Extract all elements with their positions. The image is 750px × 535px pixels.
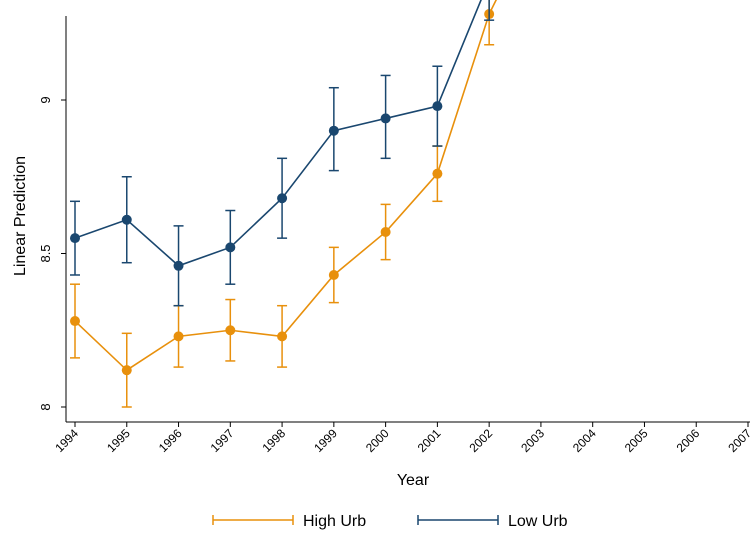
legend-label: Low Urb [508, 513, 568, 530]
series-layer [70, 0, 498, 408]
data-point [70, 316, 80, 327]
x-tick-label: 2001 [415, 426, 444, 455]
data-point [173, 331, 184, 342]
x-tick-label: 2002 [466, 426, 495, 455]
y-tick-label: 8 [38, 403, 53, 410]
data-point [380, 227, 391, 238]
x-tick-label: 1994 [52, 426, 81, 455]
series-high-urb [70, 0, 498, 408]
x-tick-label: 2003 [518, 426, 547, 455]
data-point [328, 269, 339, 280]
x-tick-label: 1997 [208, 426, 237, 455]
data-point [277, 193, 288, 204]
data-point [225, 242, 236, 253]
x-tick-label: 2007 [725, 426, 750, 455]
legend-item: Low Urb [417, 513, 568, 530]
data-point [380, 113, 391, 124]
legend: High Urb Low Urb [212, 513, 568, 530]
x-axis-ticks: 1994 1995 1996 1997 1998 1999 2000 2001 2002 2003… [52, 422, 750, 455]
y-tick-label: 9 [38, 96, 53, 103]
data-point [277, 331, 288, 342]
data-point [173, 260, 184, 271]
y-axis-ticks: 88.599.51010.5 [38, 96, 66, 411]
data-point [121, 365, 132, 376]
plot-area: 88.599.51010.5 1994199519961997199819992… [38, 0, 750, 455]
x-tick-label: 2000 [363, 426, 392, 455]
x-tick-label: 1996 [156, 426, 185, 455]
data-point [70, 233, 80, 244]
x-tick-label: 2005 [622, 426, 651, 455]
data-point [121, 214, 132, 225]
x-tick-label: 2004 [570, 426, 599, 455]
series-line [74, 0, 498, 372]
legend-item: High Urb [212, 513, 366, 530]
x-axis-label: Year [397, 472, 430, 489]
y-axis-label: Linear Prediction [12, 156, 29, 276]
data-point [225, 325, 236, 336]
series-low-urb [70, 0, 495, 307]
x-tick-label: 1998 [259, 426, 288, 455]
series-line [74, 0, 482, 267]
x-tick-label: 2006 [674, 426, 703, 455]
legend-label: High Urb [303, 513, 366, 530]
data-point [328, 125, 339, 136]
y-tick-label: 8.5 [38, 244, 53, 262]
data-point [432, 168, 443, 179]
data-point [432, 101, 443, 112]
x-tick-label: 1999 [311, 426, 340, 455]
x-tick-label: 1995 [104, 426, 133, 455]
